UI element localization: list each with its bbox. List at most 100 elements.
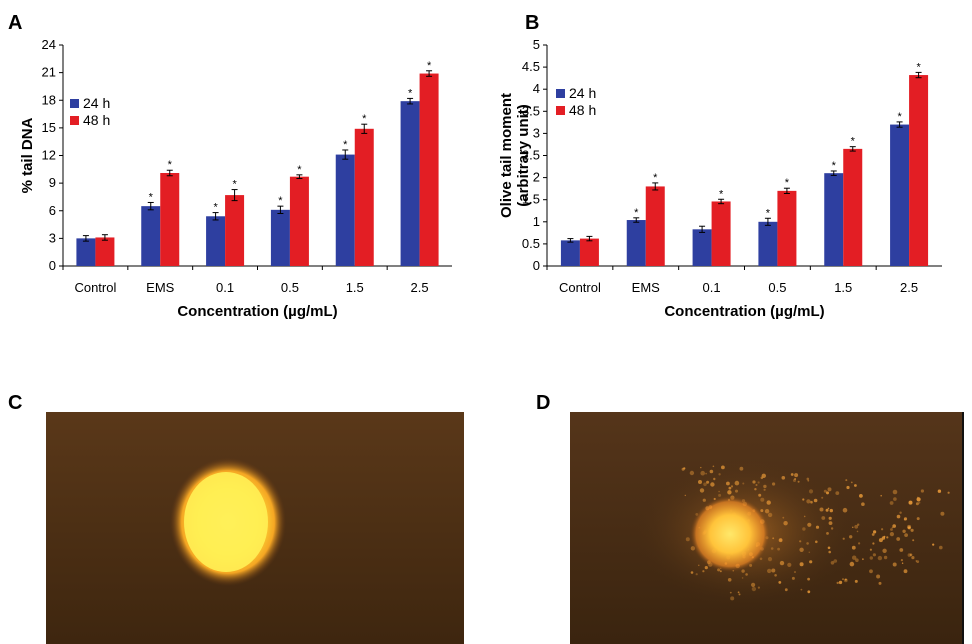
dna-fragment-dot [902,529,906,533]
significance-marker: * [168,159,173,171]
dna-fragment-dot [880,494,882,497]
dna-fragment-dot [877,555,883,561]
significance-marker: * [232,179,237,191]
panel-label-a: A [8,12,23,34]
dna-fragment-dot [881,528,884,531]
dna-fragment-dot [872,542,875,545]
bar-48h-0_5 [777,190,797,266]
y-tick-label: 12 [42,148,56,163]
y-axis-title: Olive tail moment [498,93,515,218]
significance-marker: * [897,111,902,123]
x-tick-label: Control [74,280,116,295]
dna-fragment-dot [916,560,920,563]
dna-fragment-dot [940,511,945,516]
dna-fragment-dot [892,524,896,528]
dna-fragment-dot [904,533,908,537]
y-tick-label: 15 [42,120,56,135]
dna-fragment-dot [876,574,881,579]
legend-swatch [70,99,79,108]
panel-label-c: C [8,392,23,414]
significance-marker: * [278,195,283,207]
x-tick-label: 0.5 [768,280,786,295]
dna-fragment-dot [889,532,894,537]
chart-olive-tail-moment: 0 0.5 1 1.5 2 2.5 3 3.5 4 4.5 5 Control EMS * * 0.1 * 0.5… [498,37,942,320]
significance-marker: * [785,177,790,189]
dna-fragment-dot [920,489,924,493]
dna-fragment-dot [937,489,942,493]
x-tick-label: 0.5 [281,280,299,295]
significance-marker: * [832,160,837,172]
panel-label-d: D [536,392,551,414]
dna-fragment-dot [843,578,848,583]
bar-24h-1_5 [824,173,844,266]
dna-fragment-dot [836,581,839,585]
bar-48h-2_5 [909,75,929,266]
y-tick-label: 3.5 [522,103,540,118]
y-tick-label: 0 [533,258,540,273]
y-tick-label: 4.5 [522,59,540,74]
legend-swatch [556,89,565,98]
significance-marker: * [297,164,302,176]
dna-fragment-dot [889,501,894,505]
dna-fragment-dot [899,511,902,514]
dna-fragment-dot [947,491,950,494]
dna-fragment-dot [896,514,901,519]
bar-24h-EMS [626,220,646,266]
dna-fragment-dot [932,543,935,546]
bar-48h-1_5 [843,148,863,266]
y-axis-title: % tail DNA [19,117,36,193]
y-tick-label: 2 [533,170,540,185]
significance-marker: * [719,188,724,200]
dna-fragment-dot [892,562,897,567]
x-tick-label: EMS [146,280,175,295]
bar-24h-2_5 [400,101,420,266]
dna-fragment-dot [882,548,887,553]
dna-fragment-dot [883,535,886,538]
bar-48h-Control [579,238,599,266]
bar-48h-EMS [645,186,665,266]
dna-fragment-dot [842,578,844,580]
panel-label-b: B [525,12,540,34]
y-tick-label: 2.5 [522,148,540,163]
comet-image-control [46,412,464,644]
bar-24h-0_5 [270,209,290,266]
dna-fragment-dot [878,538,883,543]
dna-fragment-dot [849,561,855,567]
dna-fragment-dot [916,497,921,502]
dna-fragment-dot [861,502,865,506]
dna-fragment-dot [918,501,921,504]
dna-fragment-dot [857,523,860,526]
bar-24h-0_1 [206,216,226,266]
dna-fragment-dot [890,528,893,531]
dna-fragment-dot [892,489,898,495]
dna-fragment-dot [854,579,858,583]
y-tick-label: 1 [533,214,540,229]
dna-fragment-dot [869,569,873,574]
dna-fragment-dot [869,556,873,560]
y-tick-label: 0 [49,258,56,273]
dna-fragment-dot [911,556,915,560]
dna-fragment-dot [908,500,913,505]
significance-marker: * [916,61,921,73]
dna-fragment-dot [852,555,857,560]
dna-fragment-dot [910,528,914,532]
dna-fragment-dot [899,548,904,552]
bar-24h-1_5 [335,154,355,266]
x-axis-title: Concentration (µg/mL) [664,303,824,320]
bar-48h-0_1 [711,201,731,266]
y-tick-label: 24 [42,37,56,52]
bar-24h-Control [560,240,580,266]
comet-image-treated [570,412,964,644]
dna-fragment-dot [846,485,850,490]
significance-marker: * [653,172,658,184]
legend-label: 24 h [569,85,596,101]
y-tick-label: 6 [49,203,56,218]
dna-fragment-dot [915,560,918,562]
dna-fragment-dot [891,526,894,529]
y-axis-title: (arbitrary unit) [515,104,532,207]
bar-48h-1_5 [354,128,374,266]
dna-fragment-dot [909,553,913,557]
dna-fragment-dot [855,558,859,562]
dna-fragment-dot [893,497,897,501]
dna-fragment-dot [838,580,843,585]
